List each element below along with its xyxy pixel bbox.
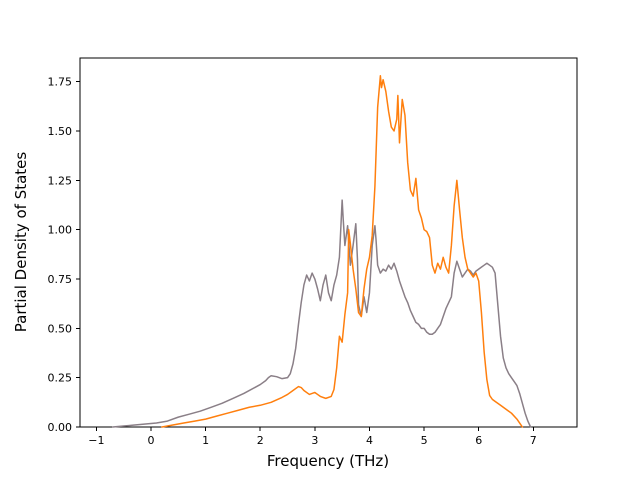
x-tick-label: 7 <box>530 434 537 447</box>
x-tick-label: 4 <box>366 434 373 447</box>
y-tick-label: 0.00 <box>48 421 73 434</box>
x-tick-label: 3 <box>311 434 318 447</box>
y-tick-label: 0.25 <box>48 372 73 385</box>
y-tick-label: 1.25 <box>48 174 73 187</box>
series-line-pdos-gray <box>112 199 532 428</box>
x-tick-label: 6 <box>475 434 482 447</box>
x-tick-label: 0 <box>148 434 155 447</box>
y-axis-label: Partial Density of States <box>12 151 30 333</box>
y-tick-label: 0.50 <box>48 322 73 335</box>
y-tick-label: 1.75 <box>48 76 73 89</box>
x-tick-label: −1 <box>88 434 104 447</box>
y-tick-label: 1.00 <box>48 224 73 237</box>
axes-spines <box>79 57 578 428</box>
x-tick-label: 1 <box>202 434 209 447</box>
y-tick-label: 1.50 <box>48 125 73 138</box>
x-axis-label: Frequency (THz) <box>266 452 390 470</box>
series-line-pdos-orange <box>161 75 524 428</box>
y-tick-label: 0.75 <box>48 273 73 286</box>
x-tick-label: 5 <box>421 434 428 447</box>
x-tick-label: 2 <box>257 434 264 447</box>
